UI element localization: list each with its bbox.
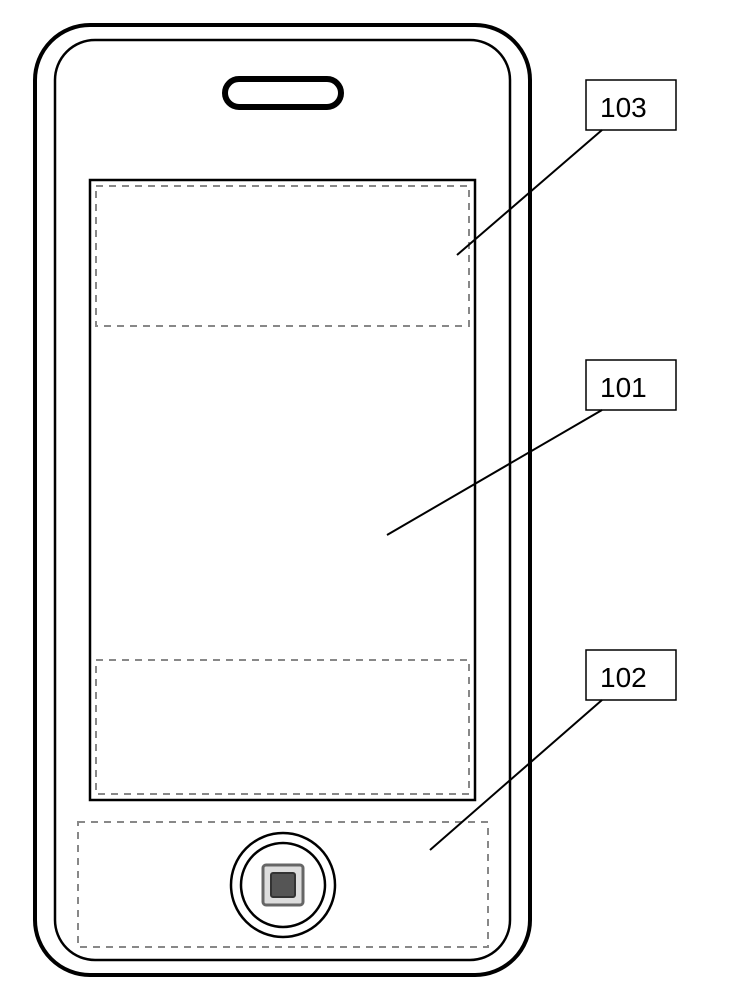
home-square-inner bbox=[271, 873, 295, 897]
diagram-svg bbox=[0, 0, 730, 1000]
speaker bbox=[225, 79, 341, 107]
label-103: 103 bbox=[600, 92, 647, 124]
label-102: 102 bbox=[600, 662, 647, 694]
screen bbox=[90, 180, 475, 800]
label-101: 101 bbox=[600, 372, 647, 404]
